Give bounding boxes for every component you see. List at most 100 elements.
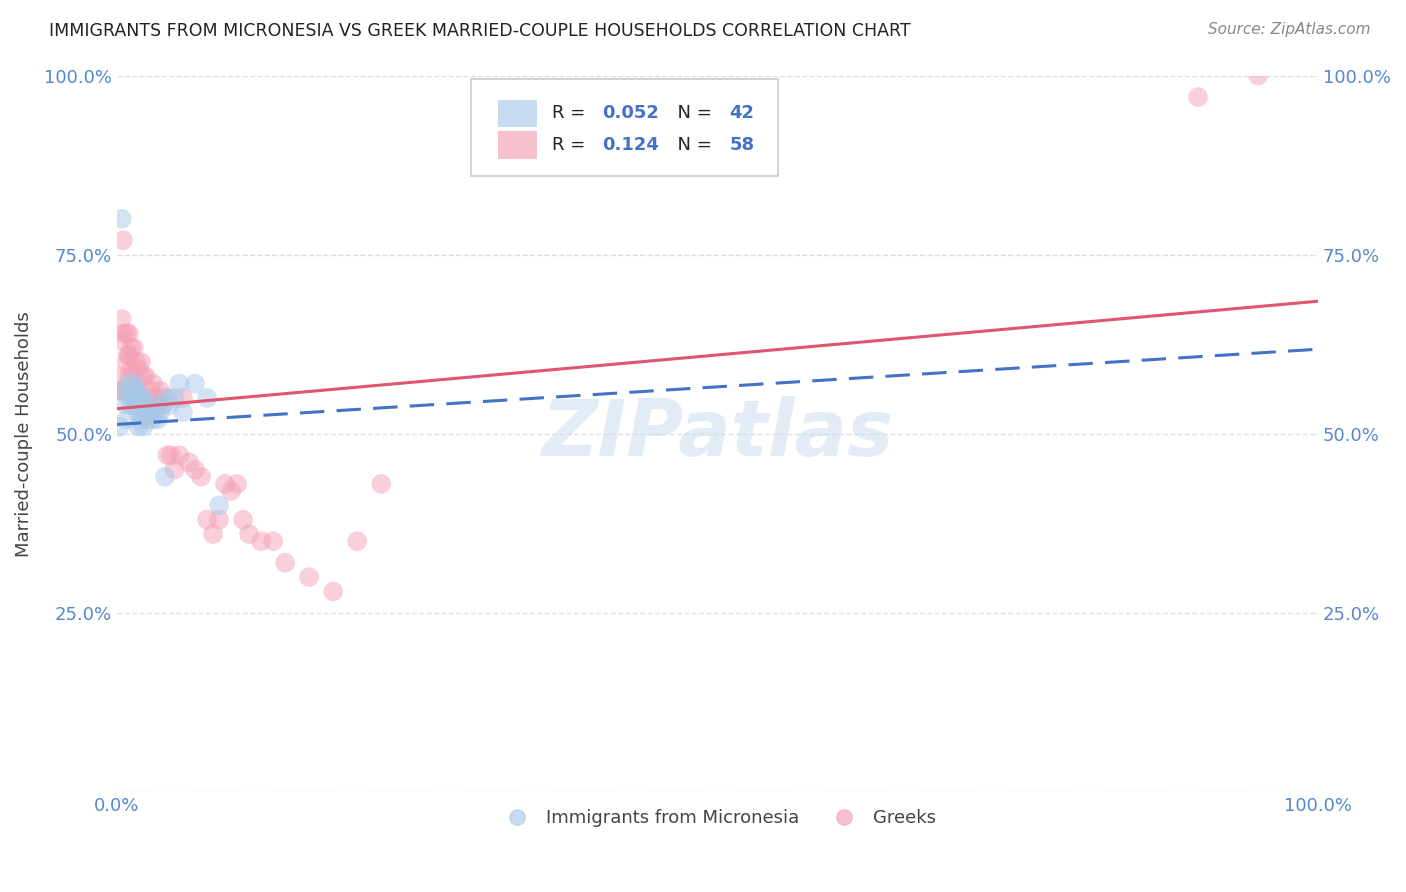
Point [142,412,165,426]
Point [118,376,141,391]
Point [274,556,297,570]
Point [346,534,368,549]
Point [128,362,150,376]
Point [129,355,152,369]
Point [156,448,179,462]
Point [1247,69,1270,83]
Point [129,412,152,426]
Point [118,391,141,405]
Text: ZIPatlas: ZIPatlas [541,396,894,472]
Point [139,405,162,419]
Point [111,211,134,226]
FancyBboxPatch shape [498,100,537,127]
Point [132,369,155,384]
Point [122,341,145,355]
Point [111,334,134,348]
Point [163,462,186,476]
Point [112,326,135,341]
Point [132,391,155,405]
Text: 42: 42 [730,104,755,122]
Point [117,348,139,362]
Text: N =: N = [666,136,717,154]
Point [108,384,131,398]
Point [232,513,254,527]
Point [132,419,155,434]
Point [145,405,167,419]
Point [262,534,284,549]
Point [152,398,174,412]
Point [122,391,145,405]
Point [298,570,321,584]
Point [172,391,194,405]
Point [136,391,159,405]
Text: 0.124: 0.124 [602,136,659,154]
Point [136,405,159,419]
Point [124,384,146,398]
Point [125,355,148,369]
Point [190,469,212,483]
Point [153,469,176,483]
Point [208,513,231,527]
Point [142,398,165,412]
Point [135,369,157,384]
Point [1187,90,1209,104]
Point [370,476,392,491]
Point [111,233,134,247]
Point [195,513,218,527]
Point [149,405,172,419]
Point [146,412,169,426]
Point [250,534,273,549]
Point [128,391,150,405]
Point [152,398,174,412]
Point [322,584,344,599]
Point [108,419,131,434]
Point [115,355,138,369]
Point [139,384,162,398]
Point [142,376,165,391]
Point [115,326,138,341]
Point [120,362,142,376]
Point [110,384,132,398]
Point [159,398,181,412]
Legend: Immigrants from Micronesia, Greeks: Immigrants from Micronesia, Greeks [492,802,943,835]
Point [238,527,260,541]
Point [172,405,194,419]
Y-axis label: Married-couple Households: Married-couple Households [15,311,32,557]
Text: 0.052: 0.052 [602,104,659,122]
Point [184,376,207,391]
Text: IMMIGRANTS FROM MICRONESIA VS GREEK MARRIED-COUPLE HOUSEHOLDS CORRELATION CHART: IMMIGRANTS FROM MICRONESIA VS GREEK MARR… [49,22,911,40]
Text: Source: ZipAtlas.com: Source: ZipAtlas.com [1208,22,1371,37]
Point [125,398,148,412]
Text: R =: R = [551,104,591,122]
Point [128,405,150,419]
FancyBboxPatch shape [471,79,778,176]
Point [118,348,141,362]
Text: N =: N = [666,104,717,122]
Point [128,419,150,434]
Point [214,476,236,491]
Point [149,384,172,398]
Point [219,484,242,499]
Point [114,384,136,398]
Point [129,398,152,412]
Point [120,384,142,398]
Point [115,412,138,426]
Point [112,384,135,398]
Point [122,376,145,391]
Point [122,369,145,384]
Point [118,326,141,341]
Point [208,499,231,513]
Text: 58: 58 [730,136,755,154]
Point [184,462,207,476]
Point [108,369,131,384]
Point [120,341,142,355]
Point [125,384,148,398]
Point [169,448,191,462]
Point [177,455,200,469]
Point [153,391,176,405]
Point [111,312,134,326]
Point [202,527,225,541]
Point [145,391,167,405]
Point [128,391,150,405]
Point [118,369,141,384]
